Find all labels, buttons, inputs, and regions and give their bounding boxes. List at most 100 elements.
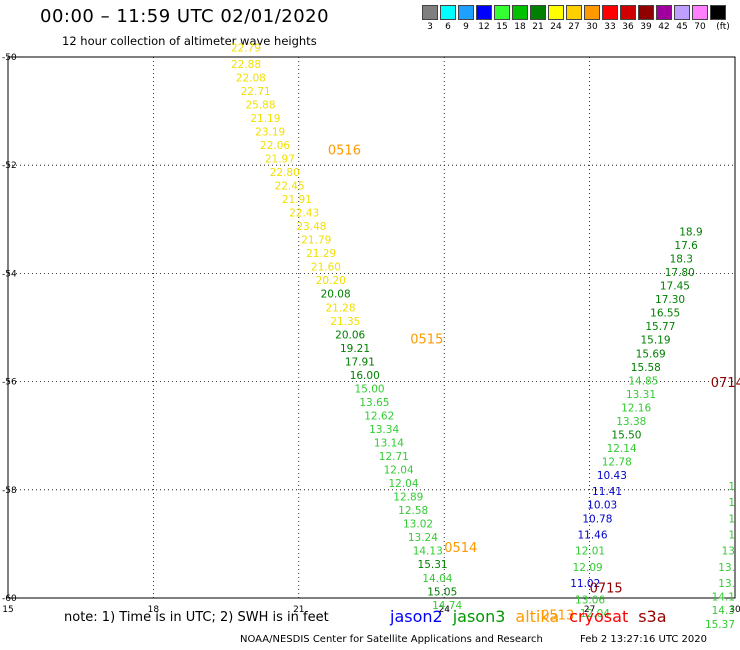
data-label: 14.13 (413, 546, 443, 558)
data-label: 15.00 (355, 383, 385, 395)
x-tick-label: 24 (438, 605, 450, 615)
data-label: 12.01 (575, 546, 605, 558)
data-label: 17.80 (665, 267, 695, 279)
data-label: 21.29 (306, 248, 336, 260)
pass-time-label: 0714 (711, 376, 740, 391)
data-label: 12.89 (393, 492, 423, 504)
footer-timestamp: Feb 2 13:27:16 UTC 2020 (580, 634, 707, 645)
data-label: 12.16 (621, 402, 651, 414)
data-label: 22.88 (231, 59, 261, 71)
data-label: 21.97 (265, 153, 295, 165)
color-scale-label: 12 (478, 22, 490, 32)
y-tick-label: -60 (2, 594, 17, 604)
pass-time-label: 0514 (444, 541, 477, 556)
color-scale-label: 27 (568, 22, 580, 32)
color-scale-label: 33 (604, 22, 616, 32)
color-scale-label: 6 (445, 22, 451, 32)
satellite-jason2: jason2 (390, 607, 443, 626)
satellite-jason3: jason3 (452, 607, 506, 626)
data-label: 13.65 (359, 397, 389, 409)
x-tick-label: 27 (584, 605, 595, 615)
color-scale-label: 9 (463, 22, 469, 32)
data-label: 15.37 (705, 619, 735, 631)
data-label: 12.58 (398, 505, 428, 517)
data-label: 11.02 (570, 578, 600, 590)
data-label: 19.21 (340, 343, 370, 355)
data-label: 13.02 (403, 519, 433, 531)
y-tick-label: -54 (2, 269, 17, 279)
satellite-cryosat: cryosat (569, 607, 629, 626)
data-label: 22.79 (231, 43, 261, 55)
data-label: 21.28 (325, 302, 355, 314)
color-scale-label: 39 (640, 22, 652, 32)
color-swatch-2 (458, 5, 474, 20)
data-label: 20.06 (335, 329, 365, 341)
data-label: 13.38 (616, 416, 646, 428)
data-label: 25.88 (245, 99, 275, 111)
data-label: 17.30 (655, 294, 685, 306)
data-label: 21.35 (330, 316, 360, 328)
color-scale-label: 24 (550, 22, 562, 32)
color-swatch-1 (440, 5, 456, 20)
x-tick-label: 18 (148, 605, 160, 615)
footer-credit: NOAA/NESDIS Center for Satellite Applica… (240, 634, 543, 645)
data-label: 13 (722, 546, 735, 558)
data-label: 13.14 (374, 438, 404, 450)
data-label: 23.19 (255, 126, 285, 138)
y-tick-label: -56 (2, 378, 17, 388)
satellite-legend: jason2 jason3 altika cryosat s3a (390, 607, 677, 626)
data-label: 22.06 (260, 140, 290, 152)
color-swatch-13 (656, 5, 672, 20)
data-label: 12.71 (379, 451, 409, 463)
data-label: 13.34 (369, 424, 399, 436)
data-label: 13. (718, 562, 735, 574)
satellite-altika: altika (515, 607, 560, 626)
color-scale-label: 18 (514, 22, 526, 32)
color-scale-label: 70 (694, 22, 706, 32)
data-label: 16.55 (650, 308, 680, 320)
page-subtitle: 12 hour collection of altimeter wave hei… (62, 34, 317, 48)
data-label: 11.46 (577, 529, 607, 541)
data-label: 12.04 (384, 465, 414, 477)
data-label: 22.08 (236, 72, 266, 84)
data-label: 15.19 (640, 335, 670, 347)
color-scale-unit: (ft) (716, 22, 730, 32)
data-label: 23.48 (296, 221, 326, 233)
x-tick-label: 30 (729, 605, 740, 615)
data-label: 22.43 (289, 208, 319, 220)
plot-frame (7, 56, 736, 599)
color-swatch-15 (692, 5, 708, 20)
data-label: 18.9 (679, 227, 702, 239)
data-label: 14.74 (432, 600, 462, 612)
data-label: 10.78 (582, 513, 612, 525)
data-label: 10.03 (587, 500, 617, 512)
data-label: 14.1 (712, 592, 735, 604)
data-label: 21.19 (250, 113, 280, 125)
pass-time-label: 0513 (541, 609, 574, 624)
data-label: 12.78 (602, 456, 632, 468)
color-swatch-16 (710, 5, 726, 20)
data-label: 1 (728, 481, 735, 493)
color-swatch-3 (476, 5, 492, 20)
color-swatch-9 (584, 5, 600, 20)
data-label: 14.04 (422, 573, 452, 585)
data-label: 15.31 (418, 559, 448, 571)
data-label: 14.3 (712, 605, 735, 617)
data-label: 14.85 (628, 375, 658, 387)
satellite-s3a: s3a (638, 607, 667, 626)
data-label: 16.00 (350, 370, 380, 382)
color-scale-label: 30 (586, 22, 598, 32)
data-label: 15.69 (636, 348, 666, 360)
footer-note: note: 1) Time is in UTC; 2) SWH is in fe… (64, 610, 329, 625)
color-swatch-5 (512, 5, 528, 20)
y-tick-label: -50 (2, 53, 17, 63)
x-tick-label: 21 (293, 605, 304, 615)
data-label: 17.91 (345, 356, 375, 368)
y-tick-label: -52 (2, 161, 17, 171)
data-label: 22.71 (241, 86, 271, 98)
y-tick-label: -58 (2, 486, 17, 496)
data-label: 15.77 (645, 321, 675, 333)
data-label: 13.31 (626, 389, 656, 401)
color-swatch-0 (422, 5, 438, 20)
